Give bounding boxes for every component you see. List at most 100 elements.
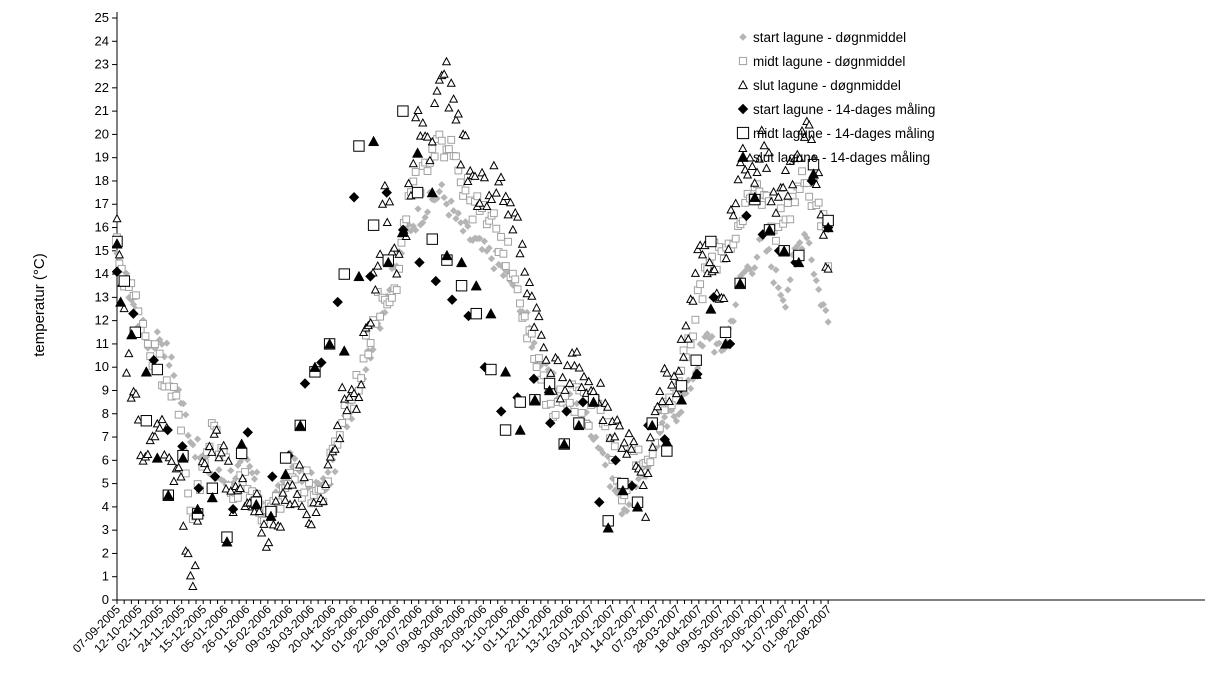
y-tick-label: 10 (95, 359, 109, 374)
data-point (508, 224, 518, 234)
data-point (587, 432, 595, 440)
data-point (490, 209, 498, 218)
y-tick-label: 21 (95, 103, 109, 118)
data-point (503, 209, 513, 219)
data-point (373, 261, 383, 270)
data-point (780, 165, 791, 175)
data-point (767, 263, 775, 271)
legend-item: midt lagune - 14-dages måling (736, 126, 935, 141)
data-point (776, 204, 785, 213)
data-point (370, 284, 381, 294)
data-point (280, 468, 292, 479)
data-point (731, 234, 740, 243)
series-5-points (112, 135, 834, 547)
data-point (577, 409, 586, 417)
data-point (596, 445, 605, 453)
legend-label: start lagune - døgnmiddel (753, 30, 906, 45)
data-point (778, 245, 790, 256)
data-point (486, 194, 497, 203)
data-point (741, 267, 749, 275)
data-point (237, 473, 248, 483)
data-point (664, 396, 674, 406)
data-point (482, 201, 492, 210)
data-point (367, 135, 380, 147)
y-tick-label: 1 (102, 569, 109, 584)
y-tick-label: 11 (96, 336, 110, 351)
data-point (192, 516, 203, 525)
data-point (181, 469, 190, 478)
y-tick-label: 8 (102, 406, 109, 421)
data-point (437, 136, 446, 145)
data-point (572, 347, 582, 356)
data-point (485, 363, 497, 376)
data-point (560, 385, 570, 394)
data-point (335, 433, 345, 443)
data-point (626, 480, 638, 492)
data-point (634, 445, 643, 454)
data-point (514, 424, 526, 435)
data-point (733, 174, 743, 184)
data-point (132, 291, 140, 300)
data-point (325, 452, 335, 461)
data-point (261, 542, 271, 551)
data-point (271, 496, 281, 505)
data-point (163, 339, 171, 347)
data-point (786, 276, 794, 284)
data-point (674, 366, 684, 375)
data-point (734, 277, 746, 289)
data-point (787, 179, 798, 189)
data-point (408, 158, 418, 168)
data-point (806, 134, 817, 143)
data-point (555, 393, 565, 403)
data-point (783, 199, 792, 207)
data-point (531, 302, 542, 312)
data-point (498, 196, 509, 206)
data-point (250, 498, 262, 510)
data-point (690, 268, 701, 277)
legend-item: slut lagune - døgnmiddel (737, 78, 901, 93)
data-point (427, 136, 437, 146)
data-point (651, 438, 660, 447)
data-point (703, 330, 711, 338)
data-point (520, 267, 530, 276)
y-tick-label: 18 (95, 173, 109, 188)
data-point (774, 284, 782, 292)
data-point (250, 475, 259, 483)
data-point (742, 169, 753, 179)
data-point (367, 219, 380, 231)
data-point (248, 469, 256, 477)
data-point (579, 371, 589, 381)
data-point (220, 477, 228, 485)
data-point (217, 476, 225, 484)
data-point (302, 509, 312, 519)
data-point (167, 353, 176, 361)
data-point (112, 238, 123, 249)
data-point (721, 253, 731, 262)
data-point (719, 326, 732, 338)
data-point (448, 94, 459, 103)
data-point (678, 352, 689, 361)
data-point (419, 219, 427, 227)
data-point (233, 493, 242, 502)
y-tick-label: 15 (95, 243, 109, 258)
data-point (693, 244, 703, 254)
data-point (359, 354, 368, 363)
data-point (577, 396, 589, 408)
data-point (814, 167, 824, 177)
data-point (468, 215, 477, 224)
data-point (729, 317, 737, 325)
data-point (694, 364, 702, 372)
data-point (623, 507, 631, 515)
data-point (353, 270, 365, 282)
data-point (810, 270, 818, 278)
data-point (143, 339, 152, 348)
data-point (532, 363, 541, 371)
data-point (241, 468, 249, 476)
data-point (660, 406, 669, 415)
data-point (324, 468, 332, 476)
data-point (731, 198, 741, 208)
data-point (397, 238, 406, 247)
data-point (460, 130, 471, 140)
data-point (392, 286, 401, 294)
